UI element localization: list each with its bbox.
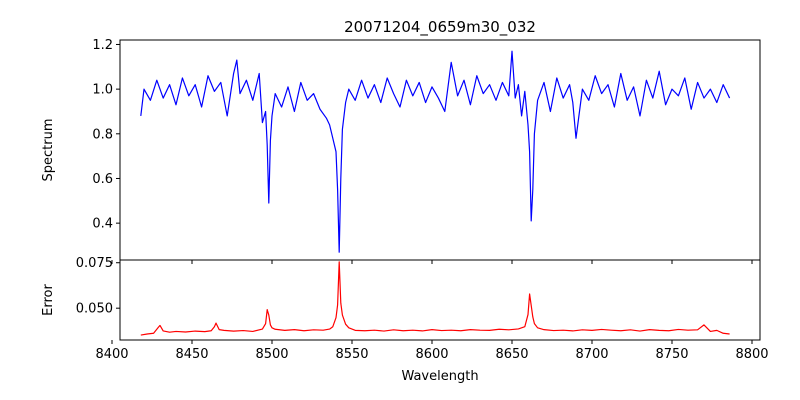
error-series: [140, 261, 730, 336]
spectrum-x-axis: [111, 260, 753, 264]
spectrum-y-label: Spectrum: [41, 119, 56, 182]
x-axis-label: Wavelength: [401, 369, 478, 384]
error-y-axis: 0.050 0.075: [76, 256, 120, 317]
error-x-tick-label: 8450: [175, 347, 208, 362]
spectrum-y-tick-label: 0.4: [92, 217, 113, 232]
error-x-tick-label: 8700: [575, 347, 608, 362]
spectrum-y-tick-label: 0.8: [92, 127, 113, 142]
spectrum-y-axis: 0.4 0.6 0.8 1.0 1.2: [92, 38, 120, 232]
error-x-tick-label: 8750: [655, 347, 688, 362]
error-x-tick-label: 8600: [415, 347, 448, 362]
error-x-tick-label: 8400: [95, 347, 128, 362]
error-y-tick-label: 0.075: [76, 256, 113, 271]
error-y-tick-label: 0.050: [76, 302, 113, 317]
spectrum-line-0: [140, 50, 731, 253]
spectrum-panel: 0.4 0.6 0.8 1.0 1.2 Spectrum: [41, 38, 761, 264]
error-x-tick-label: 8800: [735, 347, 768, 362]
chart-title: 20071204_0659m30_032: [344, 18, 536, 37]
spectrum-y-tick-label: 1.2: [92, 38, 113, 53]
error-x-tick-label: 8650: [495, 347, 528, 362]
error-x-tick-label: 8550: [335, 347, 368, 362]
error-line-0: [140, 261, 730, 336]
error-x-axis: 8400 8450 8500 8550 8600 8650 8700 8750 8800: [95, 340, 769, 362]
error-axes-frame: [119, 259, 761, 341]
spectrum-series: [140, 50, 731, 253]
spectrum-y-tick-label: 1.0: [92, 83, 113, 98]
spectrum-y-tick-label: 0.6: [92, 172, 113, 187]
error-y-label: Error: [41, 284, 56, 316]
error-x-tick-label: 8500: [255, 347, 288, 362]
